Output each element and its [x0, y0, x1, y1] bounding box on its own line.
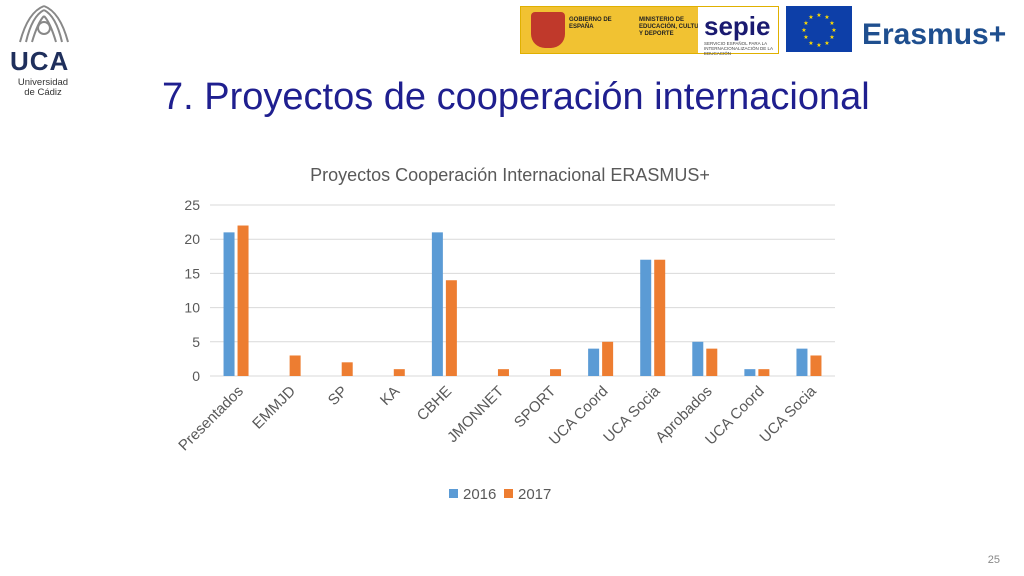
chart-title: Proyectos Cooperación Internacional ERAS… [310, 165, 710, 185]
y-tick-label: 5 [192, 334, 200, 350]
x-tick-label: CBHE [414, 383, 455, 424]
page-number: 25 [987, 554, 1000, 566]
x-tick-label: JMONNET [444, 383, 507, 446]
bar-2016 [692, 341, 704, 376]
bar-2017 [758, 369, 770, 376]
bar-2017 [237, 225, 249, 376]
y-tick-label: 25 [184, 197, 200, 213]
x-tick-label: SPORT [511, 383, 559, 431]
bar-2016 [744, 369, 756, 376]
legend-label-2016: 2016 [463, 486, 496, 503]
x-tick-label: KA [377, 383, 403, 409]
svg-text:★: ★ [801, 27, 806, 34]
svg-text:★: ★ [824, 40, 829, 47]
bar-2017 [497, 369, 509, 376]
slide-title: 7. Proyectos de cooperación internaciona… [162, 76, 870, 118]
svg-text:★: ★ [803, 20, 808, 27]
bar-2017 [445, 280, 457, 376]
sepie-wordmark: sepie [704, 11, 771, 41]
bar-2017 [810, 355, 822, 376]
bar-2016 [640, 259, 652, 376]
x-tick-label: EMMJD [249, 383, 299, 433]
bar-2017 [706, 348, 718, 376]
svg-text:★: ★ [816, 12, 821, 19]
svg-text:★: ★ [829, 34, 834, 41]
x-tick-label: SP [325, 383, 351, 409]
eu-flag-icon: ★ ★ ★ ★ ★ ★ ★ ★ ★ ★ ★ ★ [786, 6, 852, 52]
x-tick-label: UCA Socia [756, 382, 820, 446]
bar-2017 [393, 369, 405, 376]
eu-stars-icon: ★ ★★ ★★★ ★★★ ★★★ [801, 12, 836, 49]
legend-swatch-2017 [504, 489, 513, 498]
government-label: GOBIERNO DE ESPAÑA [569, 17, 612, 30]
university-emblem-icon [19, 5, 69, 43]
y-tick-label: 20 [184, 231, 200, 247]
y-tick-label: 10 [184, 300, 200, 316]
sepie-logo: sepie SERVICIO ESPAÑOL PARA LA INTERNACI… [698, 7, 778, 56]
sepie-subtitle: SERVICIO ESPAÑOL PARA LA INTERNACIONALIZ… [704, 41, 773, 56]
university-name: Universidad de Cádiz [10, 78, 76, 98]
government-banner: GOBIERNO DE ESPAÑA MINISTERIO DE EDUCACI… [520, 6, 779, 56]
bar-2017 [602, 341, 614, 376]
svg-text:★: ★ [808, 40, 813, 47]
bar-2016 [431, 232, 443, 376]
y-tick-label: 0 [192, 368, 200, 384]
y-axis: 0 5 10 15 20 25 [184, 197, 200, 384]
erasmus-plus-logo: Erasmus+ [862, 18, 1007, 51]
bar-2016 [796, 348, 808, 376]
svg-text:★: ★ [803, 34, 808, 41]
bar-2017 [550, 369, 562, 376]
svg-text:★: ★ [829, 20, 834, 27]
legend-label-2017: 2017 [518, 486, 551, 503]
svg-text:★: ★ [816, 42, 821, 49]
bar-chart: Proyectos Cooperación Internacional ERAS… [175, 165, 835, 503]
svg-text:★: ★ [808, 14, 813, 21]
university-logo [8, 2, 82, 102]
bar-2016 [223, 232, 235, 376]
bar-2017 [654, 259, 666, 376]
bar-2017 [341, 362, 353, 376]
chart-grid [210, 204, 835, 377]
university-name-line2: de Cádiz [24, 87, 62, 98]
chart-bars [223, 225, 822, 376]
chart-legend: 2016 2017 [449, 486, 551, 503]
university-name-line1: Universidad [17, 77, 69, 88]
spain-shield-icon [531, 12, 565, 48]
svg-text:★: ★ [831, 27, 836, 34]
university-mark: UCA [10, 46, 70, 76]
y-tick-label: 15 [184, 265, 200, 281]
bar-2016 [588, 348, 600, 376]
x-tick-label: Presentados [175, 383, 247, 455]
bar-2017 [289, 355, 301, 376]
svg-text:★: ★ [824, 14, 829, 21]
ministry-label: MINISTERIO DE EDUCACIÓN, CULTURA Y DEPOR… [639, 17, 707, 37]
legend-swatch-2016 [449, 489, 458, 498]
